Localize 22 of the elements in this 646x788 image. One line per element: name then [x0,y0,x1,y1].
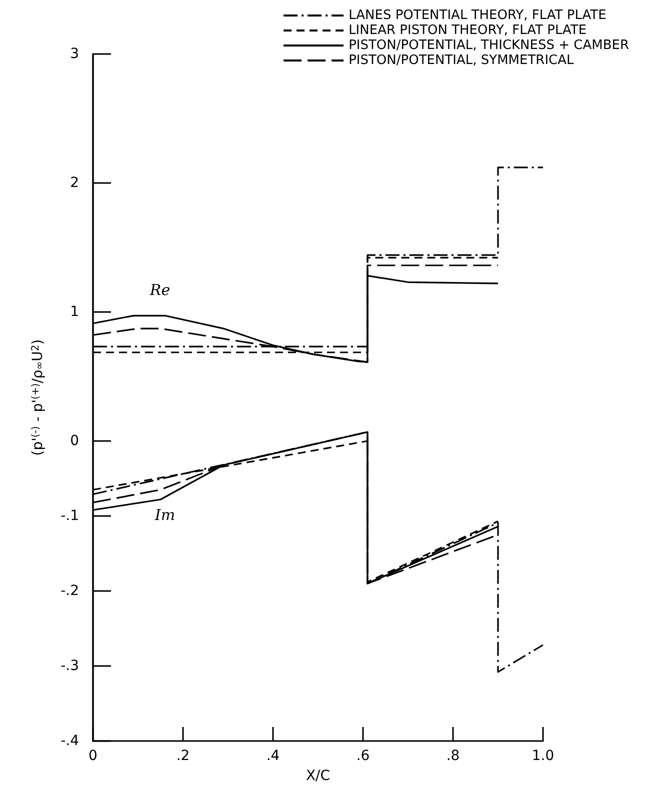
y2-tick-label: 0 [70,433,79,449]
y2-tick-label: -.1 [60,508,79,524]
x-axis-title: X/C [306,768,330,784]
x-tick-label: .8 [446,748,460,764]
x-tick-label: 1.0 [532,748,554,764]
x-tick-label: .4 [266,748,280,764]
legend-label: LANES POTENTIAL THEORY, FLAT PLATE [348,8,606,23]
annotation: Im [154,506,176,524]
y-tick-label: 1 [70,304,79,320]
y2-tick-label: -.2 [60,583,79,599]
legend-label: PISTON/POTENTIAL, THICKNESS + CAMBER [348,38,630,53]
x-tick-label: 0 [88,748,98,764]
x-tick-label: .2 [176,748,190,764]
legend-label: PISTON/POTENTIAL, SYMMETRICAL [348,53,575,68]
legend-label: LINEAR PISTON THEORY, FLAT PLATE [348,23,587,38]
y-tick-label: 3 [70,46,79,62]
y-tick-label: 2 [70,174,79,191]
annotation: Re [148,281,170,299]
text: (p'(-) - p'(+)/ρ∞U2) [30,339,46,456]
y2-tick-label: -.4 [60,733,80,749]
x-tick-label: .6 [356,748,370,764]
y2-tick-label: -.3 [60,658,79,674]
